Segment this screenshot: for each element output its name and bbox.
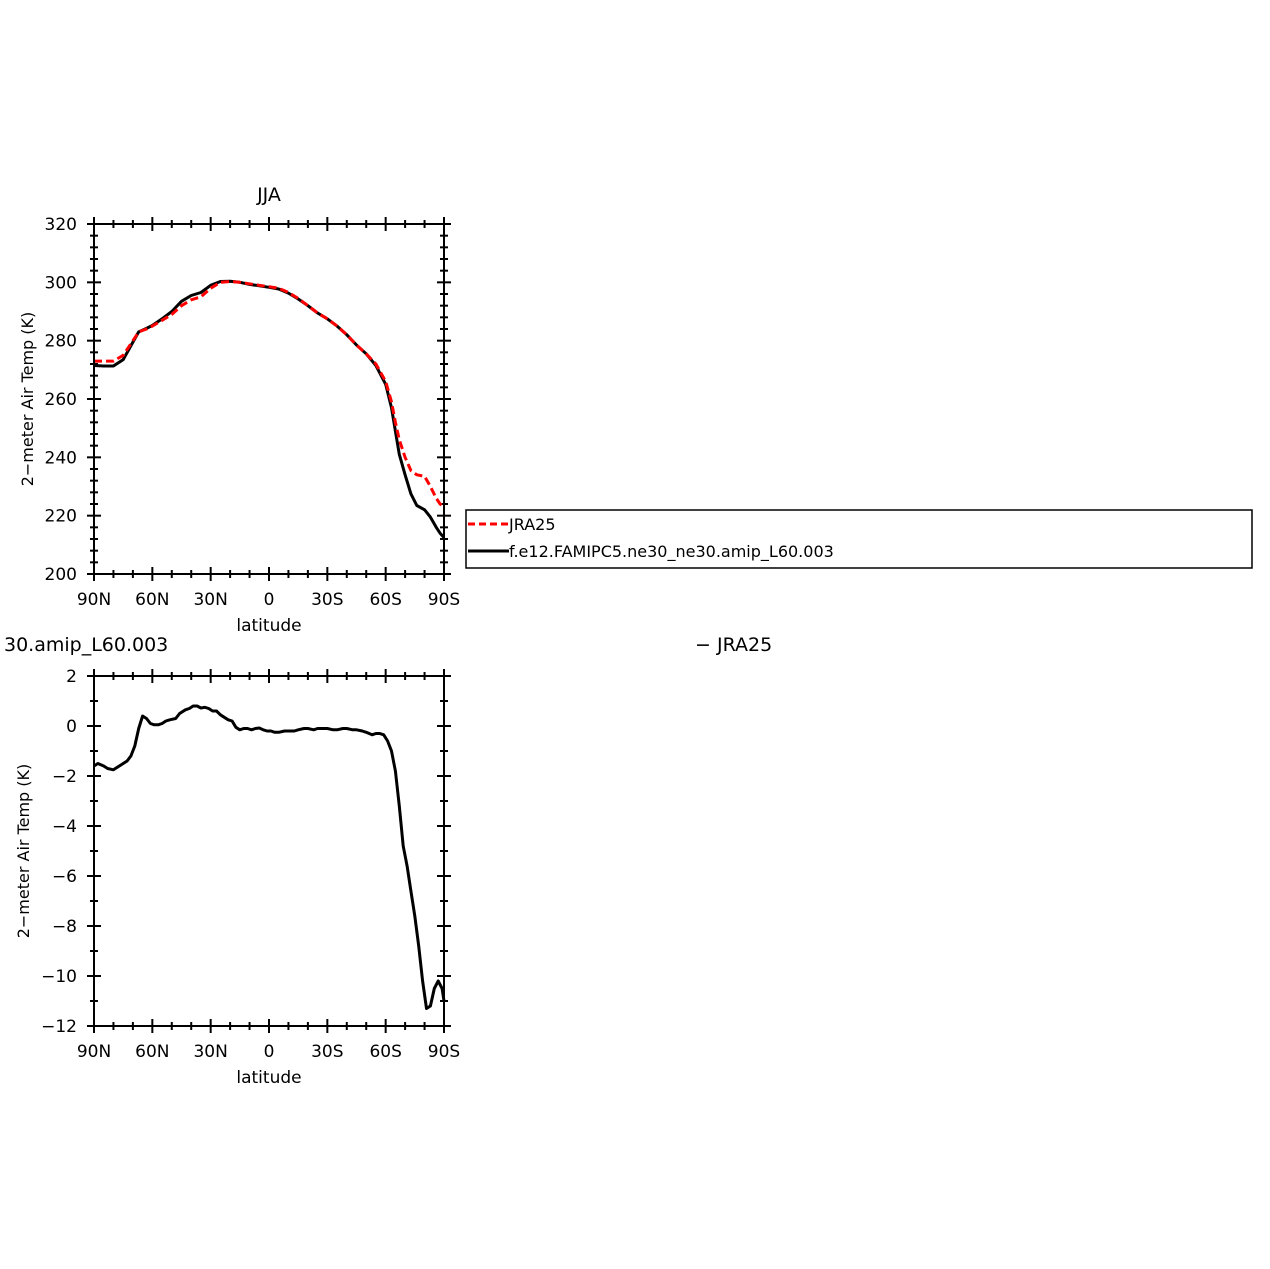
x-tick-label: 60N bbox=[135, 590, 169, 610]
panel1-y-tick-labels: 200 220 240 260 280 300 320 bbox=[45, 215, 77, 585]
y-tick-label: −2 bbox=[52, 767, 77, 787]
y-tick-label: 220 bbox=[45, 507, 77, 527]
x-tick-label: 90S bbox=[428, 1042, 460, 1062]
panel1-ticks bbox=[87, 217, 451, 581]
y-tick-label: −10 bbox=[41, 967, 77, 987]
y-tick-label: 0 bbox=[66, 717, 77, 737]
x-tick-label: 60S bbox=[369, 1042, 401, 1062]
legend-box bbox=[465, 509, 1253, 569]
x-tick-label: 60S bbox=[369, 590, 401, 610]
legend-label-jra25: JRA25 bbox=[508, 515, 556, 534]
y-tick-label: −8 bbox=[52, 917, 77, 937]
legend: JRA25 f.e12.FAMIPC5.ne30_ne30.amip_L60.0… bbox=[465, 509, 1253, 569]
x-tick-label: 30N bbox=[193, 1042, 227, 1062]
panel2-series bbox=[93, 704, 446, 1010]
x-tick-label: 90S bbox=[428, 590, 460, 610]
panel1-x-axis-label: latitude bbox=[236, 616, 301, 636]
x-tick-label: 0 bbox=[264, 1042, 275, 1062]
panel2-x-axis-label: latitude bbox=[236, 1068, 301, 1088]
legend-label-model: f.e12.FAMIPC5.ne30_ne30.amip_L60.003 bbox=[509, 542, 834, 562]
x-tick-label: 0 bbox=[264, 590, 275, 610]
y-tick-label: 320 bbox=[45, 215, 77, 235]
panel1-plot-frame bbox=[93, 223, 445, 575]
series-line-difference bbox=[93, 704, 446, 1010]
jja-panel: JJA 90N 60N 30N 0 30S 60S 90S 200 220 240 260 280 3… bbox=[18, 184, 460, 636]
x-tick-label: 30N bbox=[193, 590, 227, 610]
x-tick-label: 30S bbox=[311, 590, 343, 610]
y-tick-label: 200 bbox=[45, 565, 77, 585]
x-tick-label: 60N bbox=[135, 1042, 169, 1062]
panel1-y-axis-label: 2−meter Air Temp (K) bbox=[18, 312, 37, 487]
series-line-jra25 bbox=[94, 280, 445, 509]
y-tick-label: 240 bbox=[45, 448, 77, 468]
y-tick-label: −12 bbox=[41, 1017, 77, 1037]
y-tick-label: 280 bbox=[45, 332, 77, 352]
y-tick-label: 300 bbox=[45, 273, 77, 293]
panel1-series bbox=[93, 279, 446, 539]
panel2-title-right: − JRA25 bbox=[695, 634, 772, 656]
panel2-title-left: 30.amip_L60.003 bbox=[4, 634, 168, 656]
panel1-x-tick-labels: 90N 60N 30N 0 30S 60S 90S bbox=[77, 590, 460, 610]
panel2-y-axis-label: 2−meter Air Temp (K) bbox=[14, 764, 33, 939]
x-tick-label: 90N bbox=[77, 590, 111, 610]
x-tick-label: 90N bbox=[77, 1042, 111, 1062]
y-tick-label: −6 bbox=[52, 867, 77, 887]
panel2-x-tick-labels: 90N 60N 30N 0 30S 60S 90S bbox=[77, 1042, 460, 1062]
difference-panel: 30.amip_L60.003 − JRA25 90N 60N 30N 0 30S 60S… bbox=[4, 634, 772, 1088]
panel1-title: JJA bbox=[256, 184, 281, 206]
y-tick-label: 260 bbox=[45, 390, 77, 410]
x-tick-label: 30S bbox=[311, 1042, 343, 1062]
y-tick-label: 2 bbox=[66, 667, 77, 687]
y-tick-label: −4 bbox=[52, 817, 77, 837]
panel2-plot-frame bbox=[93, 675, 445, 1027]
panel2-y-tick-labels: −12 −10 −8 −6 −4 −2 0 2 bbox=[41, 667, 77, 1037]
